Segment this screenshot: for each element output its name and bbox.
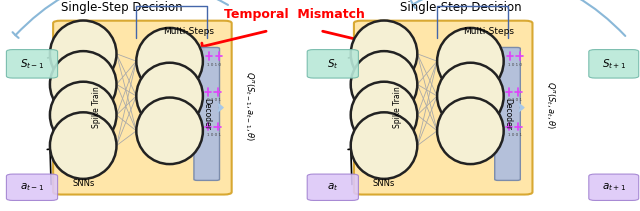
FancyBboxPatch shape — [307, 174, 358, 200]
Text: $S_{t-1}$: $S_{t-1}$ — [20, 57, 44, 71]
Ellipse shape — [351, 82, 417, 148]
Ellipse shape — [50, 112, 116, 179]
Text: SNNs: SNNs — [373, 179, 395, 188]
Text: Single-Step Decision: Single-Step Decision — [61, 1, 182, 14]
Ellipse shape — [351, 20, 417, 87]
Text: $S_{t+1}$: $S_{t+1}$ — [602, 57, 626, 71]
Text: Single-Step Decision: Single-Step Decision — [400, 1, 522, 14]
FancyBboxPatch shape — [194, 47, 220, 180]
Ellipse shape — [351, 112, 417, 179]
Text: $S_{t}$: $S_{t}$ — [327, 57, 339, 71]
Ellipse shape — [136, 63, 203, 129]
Text: Decoder: Decoder — [503, 98, 512, 130]
Text: $Q^{\pi}(S_{t},a_{t},\theta)$: $Q^{\pi}(S_{t},a_{t},\theta)$ — [544, 81, 557, 130]
Text: Temporal  Mismatch: Temporal Mismatch — [224, 8, 365, 22]
Text: 1 0 1 0: 1 0 1 0 — [207, 63, 221, 67]
FancyBboxPatch shape — [307, 50, 358, 78]
Text: $a_{t-1}$: $a_{t-1}$ — [20, 181, 44, 193]
Ellipse shape — [437, 97, 504, 164]
Text: 1 0 1 0: 1 0 1 0 — [508, 63, 522, 67]
Text: Multi-Steps: Multi-Steps — [163, 27, 214, 37]
Ellipse shape — [50, 51, 116, 118]
Text: $a_{t+1}$: $a_{t+1}$ — [602, 181, 626, 193]
Ellipse shape — [136, 28, 203, 95]
FancyBboxPatch shape — [589, 50, 639, 78]
FancyBboxPatch shape — [53, 21, 232, 195]
Text: 1 0 0 1: 1 0 0 1 — [207, 133, 221, 137]
Text: SNNs: SNNs — [72, 179, 94, 188]
Text: 0 1 0 1: 0 1 0 1 — [207, 98, 221, 102]
FancyBboxPatch shape — [495, 47, 520, 180]
Ellipse shape — [50, 20, 116, 87]
Text: Decoder: Decoder — [202, 98, 211, 130]
Text: Spike Train: Spike Train — [92, 87, 101, 128]
FancyBboxPatch shape — [354, 21, 532, 195]
Ellipse shape — [437, 63, 504, 129]
Ellipse shape — [50, 82, 116, 148]
FancyBboxPatch shape — [589, 174, 639, 200]
Text: 1 0 0 1: 1 0 0 1 — [508, 133, 522, 137]
Ellipse shape — [136, 97, 203, 164]
Ellipse shape — [351, 51, 417, 118]
Text: Spike Train: Spike Train — [393, 87, 402, 128]
Text: Multi-Steps: Multi-Steps — [463, 27, 515, 37]
Text: $a_{t}$: $a_{t}$ — [327, 181, 339, 193]
FancyBboxPatch shape — [6, 50, 58, 78]
Text: 0 1 0 1: 0 1 0 1 — [508, 98, 522, 102]
FancyBboxPatch shape — [6, 174, 58, 200]
Text: $Q^{\pi}(S_{t-1},a_{t-1},\theta)$: $Q^{\pi}(S_{t-1},a_{t-1},\theta)$ — [243, 70, 256, 141]
Ellipse shape — [437, 28, 504, 95]
